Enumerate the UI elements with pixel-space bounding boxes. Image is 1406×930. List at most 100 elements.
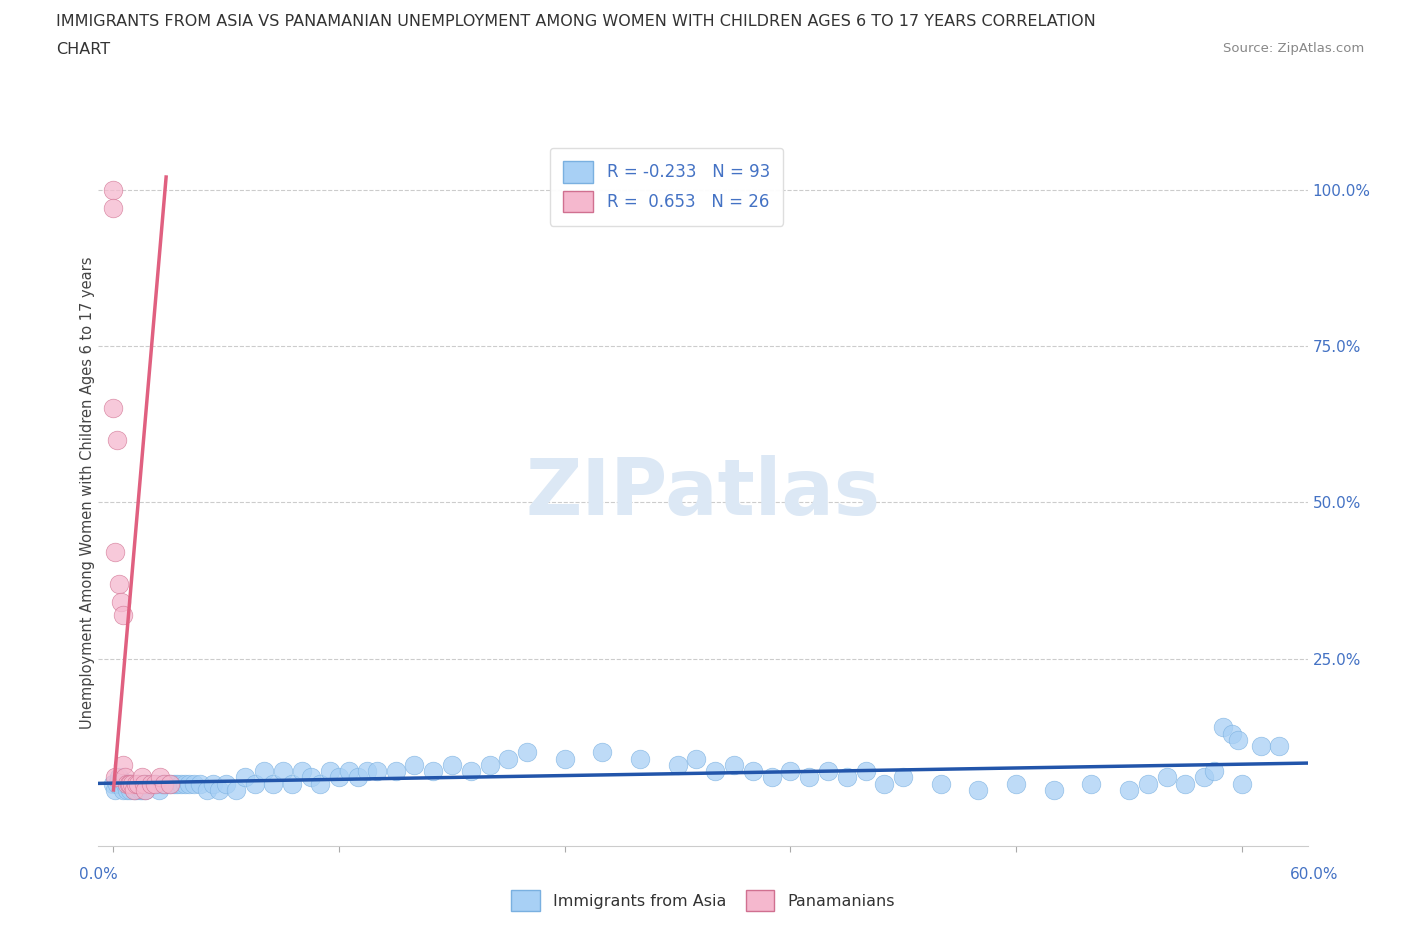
Point [891,770,914,785]
Point [153,777,176,791]
Point [704,764,727,778]
Point [174,777,197,791]
Point [136,777,159,791]
Point [121,777,143,791]
Point [281,777,304,791]
Point [1212,720,1234,735]
Text: IMMIGRANTS FROM ASIA VS PANAMANIAN UNEMPLOYMENT AMONG WOMEN WITH CHILDREN AGES 6: IMMIGRANTS FROM ASIA VS PANAMANIAN UNEMP… [56,14,1097,29]
Point [155,777,177,791]
Point [835,770,858,785]
Point [225,782,247,797]
Point [319,764,342,778]
Legend: Immigrants from Asia, Panamanians: Immigrants from Asia, Panamanians [505,884,901,917]
Point [478,758,501,773]
Point [1230,777,1253,791]
Point [1192,770,1215,785]
Point [208,782,231,797]
Point [202,777,225,791]
Point [440,758,463,773]
Point [243,777,266,791]
Point [110,777,132,791]
Point [1042,782,1064,797]
Point [723,758,745,773]
Point [666,758,689,773]
Point [1118,782,1140,797]
Point [799,770,821,785]
Point [139,777,162,791]
Point [159,777,181,791]
Point [233,770,256,785]
Point [188,777,211,791]
Point [366,764,388,778]
Point [120,782,142,797]
Point [356,764,378,778]
Point [117,777,139,791]
Text: CHART: CHART [56,42,110,57]
Point [177,777,200,791]
Point [299,770,322,785]
Point [108,770,131,785]
Text: 60.0%: 60.0% [1291,867,1339,882]
Point [253,764,276,778]
Point [149,770,172,785]
Text: ZIPatlas: ZIPatlas [526,455,880,531]
Point [131,782,153,797]
Point [1174,777,1197,791]
Point [103,401,125,416]
Point [498,751,520,766]
Point [347,770,370,785]
Point [162,777,184,791]
Point [131,770,153,785]
Point [117,777,139,791]
Point [337,764,360,778]
Point [384,764,406,778]
Point [114,777,136,791]
Point [134,782,156,797]
Text: 0.0%: 0.0% [79,867,118,882]
Point [183,777,205,791]
Point [111,607,134,622]
Point [111,758,134,773]
Point [554,751,576,766]
Point [873,777,896,791]
Point [125,782,148,797]
Point [104,770,127,785]
Point [741,764,763,778]
Point [929,777,952,791]
Point [128,782,150,797]
Point [215,777,238,791]
Point [817,764,839,778]
Point [166,777,188,791]
Point [125,777,148,791]
Point [197,782,219,797]
Point [1268,738,1291,753]
Y-axis label: Unemployment Among Women with Children Ages 6 to 17 years: Unemployment Among Women with Children A… [80,257,94,729]
Point [104,545,127,560]
Point [115,777,138,791]
Point [1250,738,1272,753]
Point [1136,777,1159,791]
Point [122,782,145,797]
Point [103,201,125,216]
Point [290,764,312,778]
Point [170,777,193,791]
Point [262,777,284,791]
Point [591,745,613,760]
Point [105,777,128,791]
Point [1080,777,1102,791]
Point [1227,733,1250,748]
Point [122,782,145,797]
Point [685,751,707,766]
Point [628,751,651,766]
Point [1005,777,1028,791]
Point [967,782,990,797]
Point [110,595,132,610]
Point [143,777,166,791]
Point [779,764,801,778]
Point [108,577,131,591]
Point [761,770,783,785]
Point [1202,764,1225,778]
Point [111,782,134,797]
Point [127,777,149,791]
Point [114,770,136,785]
